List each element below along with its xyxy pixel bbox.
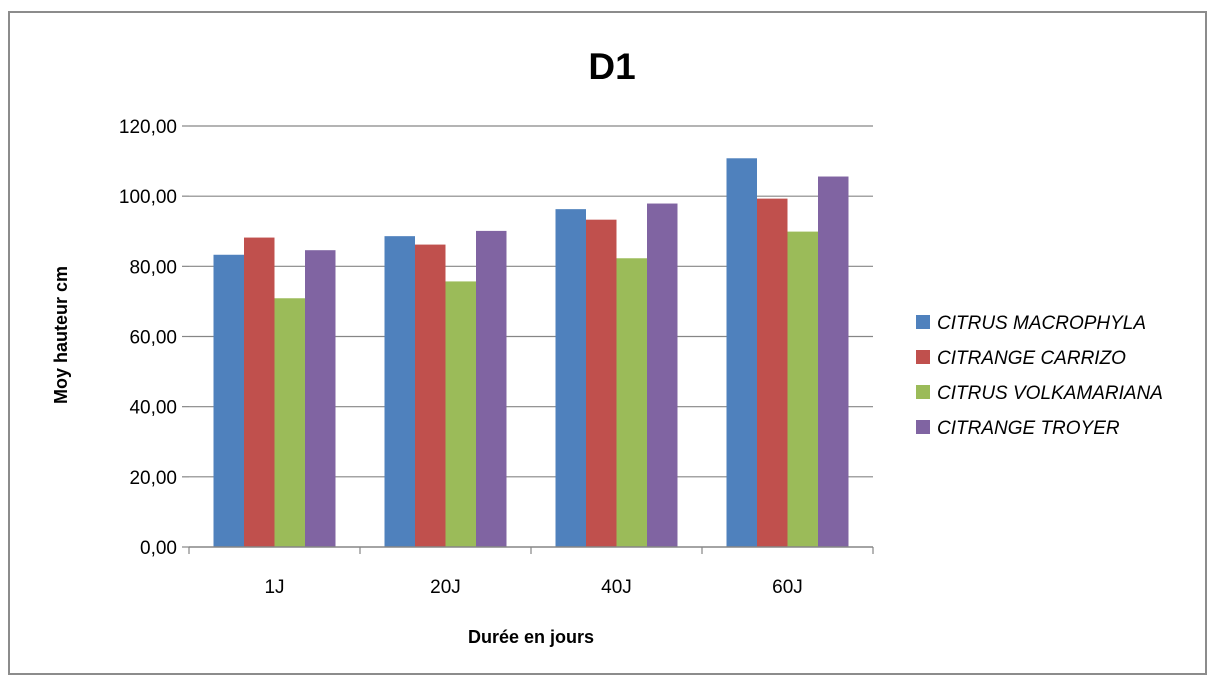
bar xyxy=(556,209,587,547)
legend-swatch xyxy=(916,350,930,364)
legend-label: CITRANGE TROYER xyxy=(937,418,1120,439)
bar xyxy=(446,281,477,547)
y-tick-labels: 0,00 20,00 40,00 60,00 80,00 100,00 120,00 xyxy=(119,117,177,559)
chart-title: D1 xyxy=(588,46,635,87)
bar xyxy=(476,231,507,547)
y-tick-label: 80,00 xyxy=(129,257,177,278)
y-tick-label: 20,00 xyxy=(129,468,177,489)
x-tick-label: 60J xyxy=(772,577,803,598)
x-axis-title: Durée en jours xyxy=(468,627,594,647)
bar xyxy=(617,258,648,547)
legend-swatch xyxy=(916,385,930,399)
y-tick-label: 40,00 xyxy=(129,398,177,419)
bar xyxy=(385,236,416,547)
legend: CITRUS MACROPHYLA CITRANGE CARRIZO CITRUS … xyxy=(916,313,1163,439)
bar xyxy=(415,245,446,547)
bar xyxy=(757,199,788,547)
x-tick-label: 1J xyxy=(264,577,284,598)
bar xyxy=(305,250,336,547)
x-tick-labels: 1J 20J 40J 60J xyxy=(264,577,802,598)
x-tick-label: 40J xyxy=(601,577,632,598)
legend-label: CITRUS MACROPHYLA xyxy=(937,313,1146,334)
y-tick-label: 120,00 xyxy=(119,117,177,138)
bar xyxy=(586,220,617,547)
y-tick-label: 0,00 xyxy=(140,538,177,559)
legend-swatch xyxy=(916,315,930,329)
bars xyxy=(214,158,849,547)
bar xyxy=(818,177,849,547)
legend-label: CITRUS VOLKAMARIANA xyxy=(937,383,1163,404)
x-tick-label: 20J xyxy=(430,577,461,598)
bar xyxy=(244,238,275,547)
bar xyxy=(275,298,306,547)
bar xyxy=(647,204,678,547)
legend-label: CITRANGE CARRIZO xyxy=(937,348,1126,369)
bar xyxy=(214,255,245,547)
bar xyxy=(788,232,819,547)
y-axis-title: Moy hauteur cm xyxy=(51,266,71,404)
y-tick-label: 60,00 xyxy=(129,328,177,349)
bar xyxy=(727,158,758,547)
legend-swatch xyxy=(916,420,930,434)
y-tick-label: 100,00 xyxy=(119,187,177,208)
